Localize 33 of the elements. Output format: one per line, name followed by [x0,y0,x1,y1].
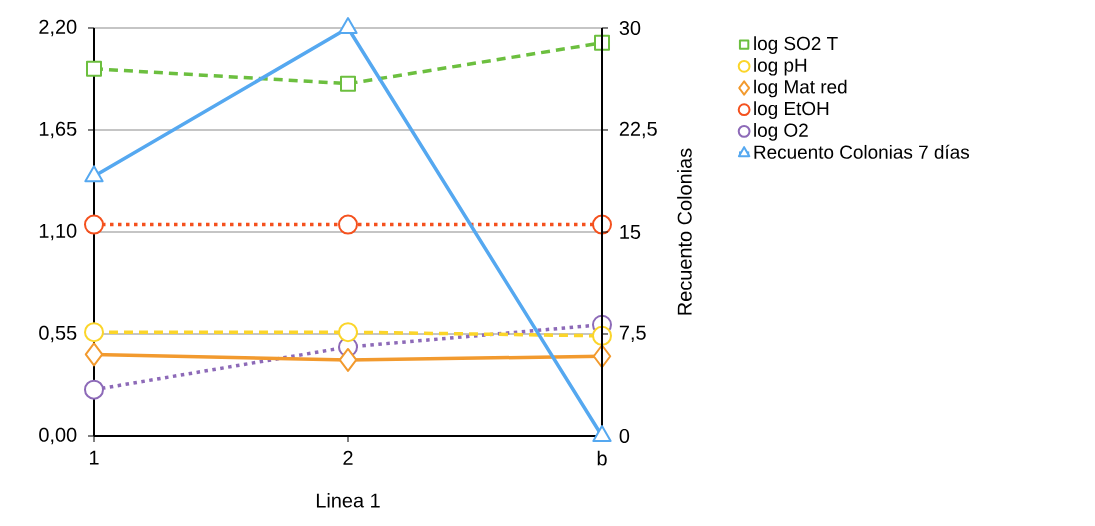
point [340,75,356,92]
legend-label: log SO2 T [754,36,838,54]
y2-tick-label: 15 [620,225,641,239]
point [338,322,358,343]
x-axis-title: Linea 1 [316,492,380,508]
legend-label: log Mat red [754,79,847,98]
y2-tick-label: 30 [619,20,641,36]
legend-label: log pH [754,57,807,76]
point [84,379,104,400]
y-tick-label: 1,10 [39,223,77,241]
y-tick-label: 1,65 [39,121,77,139]
point [84,165,104,183]
legend-label: Recuento Colonias 7 días [754,144,969,159]
legend-label: log O2 [754,123,808,141]
y2-tick-label: 7,5 [619,325,646,343]
legend-label: log EtOH [754,101,829,119]
point [84,342,104,367]
y2-axis-title: Recuento Colonias [677,148,692,315]
point [338,347,358,372]
point [338,214,358,235]
y2-tick-label: 22,5 [619,121,657,139]
x-tick-label: 2 [343,450,353,465]
y-tick-label: 0,00 [39,427,77,445]
x-tick-label: 1 [89,450,99,465]
y-tick-label: 2,20 [39,19,77,37]
y2-tick-label: 0 [619,428,630,444]
point [84,214,104,235]
point [84,322,104,343]
point [592,425,612,442]
y-tick-label: 0,55 [39,325,77,343]
point [338,17,358,34]
x-tick-label: b [597,450,607,466]
point [86,60,102,77]
